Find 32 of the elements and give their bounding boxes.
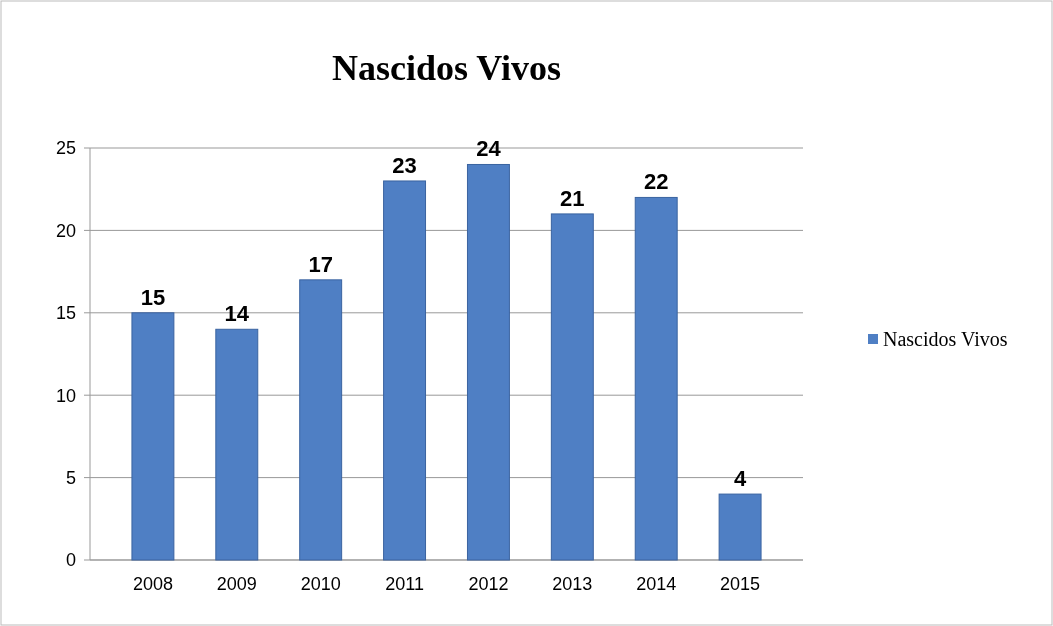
data-label: 21 (560, 185, 585, 211)
bar (215, 328, 259, 561)
y-tick-label: 15 (55, 303, 76, 324)
data-label: 22 (643, 169, 669, 195)
data-label: 24 (476, 136, 502, 162)
legend-label: Nascidos Vivos (883, 328, 1008, 350)
x-tick-label: 2010 (300, 574, 341, 594)
data-label: 23 (392, 152, 417, 178)
x-tick-label: 2015 (720, 574, 761, 594)
bar (466, 163, 510, 561)
x-tick-label: 2008 (132, 574, 173, 594)
bar (383, 180, 427, 561)
bar (718, 493, 762, 561)
x-tick-label: 2014 (636, 574, 677, 594)
bar (634, 196, 678, 561)
y-tick-label: 25 (55, 138, 76, 159)
x-tick-label: 2011 (385, 574, 424, 594)
chart-title: Nascidos Vivos (331, 48, 562, 88)
bar (299, 279, 343, 561)
data-label: 4 (733, 466, 747, 492)
x-tick-label: 2012 (468, 574, 509, 594)
x-tick-label: 2009 (216, 574, 257, 594)
y-tick-label: 5 (65, 467, 76, 488)
x-tick-label: 2013 (552, 574, 593, 594)
data-label: 17 (308, 251, 333, 277)
y-tick-label: 10 (55, 385, 76, 406)
bar (131, 312, 175, 561)
bar (550, 213, 594, 561)
y-tick-label: 20 (55, 220, 76, 241)
data-label: 15 (140, 284, 166, 310)
data-label: 14 (224, 301, 250, 327)
y-tick-label: 0 (65, 550, 76, 571)
